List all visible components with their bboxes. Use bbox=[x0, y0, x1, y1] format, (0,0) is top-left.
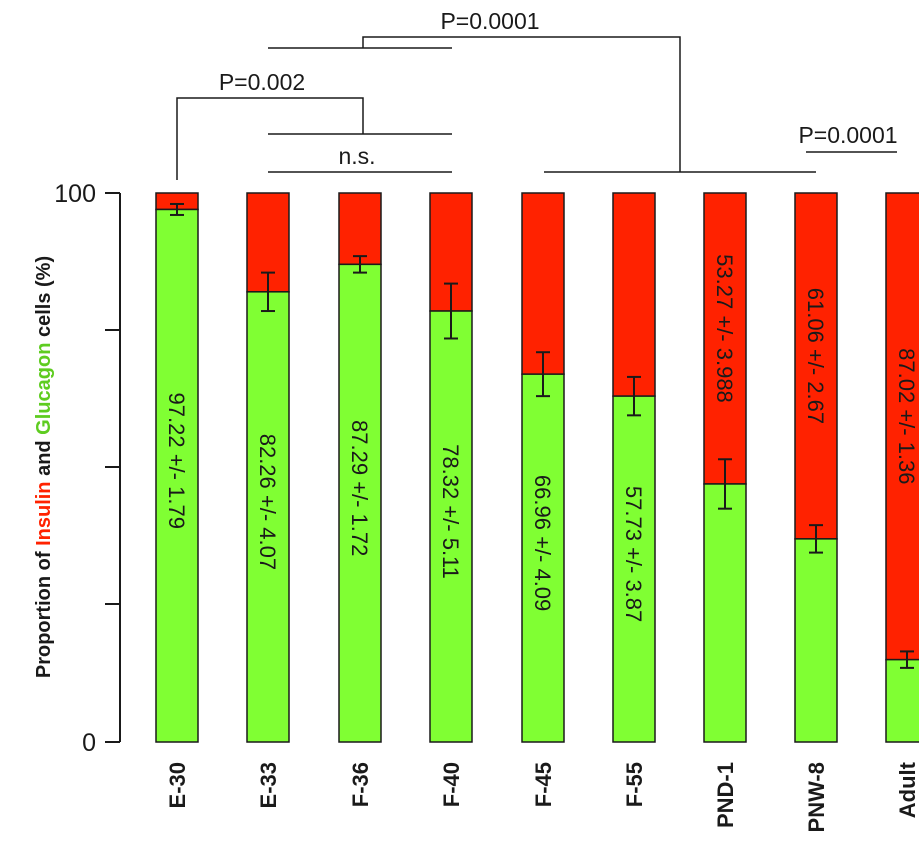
bar-glucagon-PNW-8 bbox=[795, 539, 837, 742]
category-label-F-55: F-55 bbox=[622, 762, 647, 807]
bar-label-E-33: 82.26 +/- 4.07 bbox=[255, 434, 280, 570]
y-axis-label-suffix: cells (%) bbox=[33, 256, 55, 343]
category-label-E-33: E-33 bbox=[256, 762, 281, 808]
bar-glucagon-Adult bbox=[886, 660, 919, 742]
bar-label-F-55: 57.73 +/- 3.87 bbox=[621, 486, 646, 622]
ns-label: n.s. bbox=[338, 143, 375, 169]
y-tick-label-0: 0 bbox=[82, 729, 96, 757]
bar-glucagon-PND-1 bbox=[704, 484, 746, 742]
p-value-early: P=0.002 bbox=[219, 69, 305, 95]
category-label-F-40: F-40 bbox=[439, 762, 464, 807]
bars-group: 97.22 +/- 1.79 E-30 82.26 +/- 4.07 E-33 87.2… bbox=[156, 193, 919, 832]
category-label-PNW-8: PNW-8 bbox=[804, 762, 829, 832]
p-value-top: P=0.0001 bbox=[440, 8, 539, 34]
bar-insulin-F-36 bbox=[339, 193, 381, 264]
y-axis-label-glucagon: Glucagon bbox=[33, 343, 55, 435]
category-label-PND-1: PND-1 bbox=[713, 762, 738, 828]
bar-label-F-36: 87.29 +/- 1.72 bbox=[347, 420, 372, 556]
category-label-Adult: Adult bbox=[895, 761, 919, 818]
bar-label-PND-1: 53.27 +/- 3.988 bbox=[712, 254, 737, 403]
bar-insulin-F-45 bbox=[522, 193, 564, 374]
y-tick-label-100: 100 bbox=[54, 180, 96, 208]
bracket-top bbox=[363, 37, 680, 172]
y-axis-label: Proportion of Insulin and Glucagon cells… bbox=[33, 256, 55, 678]
category-label-F-36: F-36 bbox=[348, 762, 373, 807]
y-axis-label-prefix: Proportion of bbox=[33, 546, 55, 678]
category-label-F-45: F-45 bbox=[531, 762, 556, 807]
y-axis-label-insulin: Insulin bbox=[33, 481, 55, 545]
y-axis bbox=[105, 193, 120, 742]
bar-label-F-40: 78.32 +/- 5.11 bbox=[438, 444, 463, 579]
bracket-early bbox=[177, 98, 363, 180]
bar-label-PNW-8: 61.06 +/- 2.67 bbox=[803, 288, 828, 424]
bar-label-E-30: 97.22 +/- 1.79 bbox=[164, 393, 189, 529]
bar-label-F-45: 66.96 +/- 4.09 bbox=[530, 475, 555, 611]
p-value-right: P=0.0001 bbox=[798, 122, 897, 148]
category-label-E-30: E-30 bbox=[165, 762, 190, 808]
bar-label-Adult: 87.02 +/- 1.36 bbox=[894, 348, 919, 484]
y-axis-label-middle: and bbox=[33, 435, 55, 482]
bar-insulin-F-55 bbox=[613, 193, 655, 396]
significance-brackets bbox=[177, 37, 897, 180]
